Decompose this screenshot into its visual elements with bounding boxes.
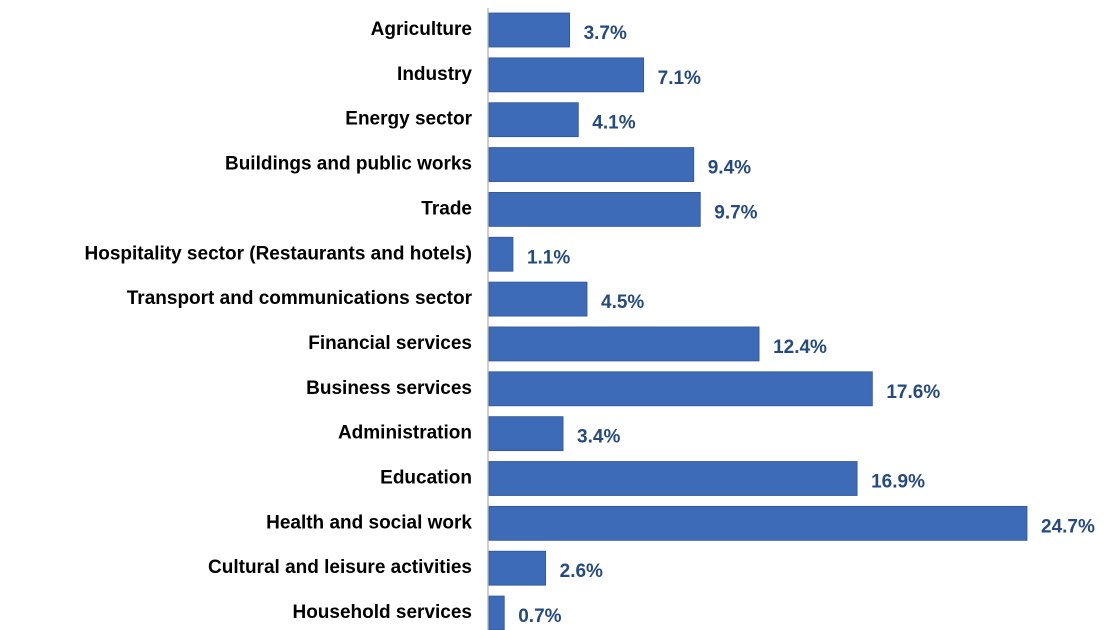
category-label: Financial services xyxy=(308,333,472,354)
category-label: Energy sector xyxy=(345,109,472,130)
category-label: Trade xyxy=(421,198,472,219)
bar xyxy=(488,281,588,317)
value-label: 3.7% xyxy=(584,23,627,44)
value-label: 3.4% xyxy=(577,427,620,448)
value-label: 1.1% xyxy=(527,247,570,268)
value-label: 17.6% xyxy=(886,382,940,403)
bar xyxy=(488,505,1028,541)
category-label: Education xyxy=(380,468,472,489)
value-label: 9.7% xyxy=(714,202,757,223)
bar xyxy=(488,326,760,362)
bar xyxy=(488,57,645,93)
category-label: Agriculture xyxy=(371,19,472,40)
value-label: 12.4% xyxy=(773,337,827,358)
value-label: 24.7% xyxy=(1041,516,1095,537)
value-label: 7.1% xyxy=(658,68,701,89)
value-label: 16.9% xyxy=(871,472,925,493)
value-label: 2.6% xyxy=(560,561,603,582)
value-label: 9.4% xyxy=(708,158,751,179)
category-label: Buildings and public works xyxy=(225,154,472,175)
bar xyxy=(488,595,505,630)
category-label: Administration xyxy=(338,423,472,444)
bar xyxy=(488,236,514,272)
bar xyxy=(488,371,873,407)
bar xyxy=(488,191,701,227)
category-label: Household services xyxy=(292,602,472,623)
bar xyxy=(488,416,564,452)
bar xyxy=(488,102,579,138)
bar xyxy=(488,550,547,586)
category-label: Business services xyxy=(306,378,472,399)
value-label: 4.5% xyxy=(601,292,644,313)
category-label: Cultural and leisure activities xyxy=(208,557,472,578)
bar xyxy=(488,461,858,496)
category-label: Transport and communications sector xyxy=(127,288,473,309)
value-label: 0.7% xyxy=(518,606,561,627)
category-label: Hospitality sector (Restaurants and hote… xyxy=(85,243,472,264)
category-label: Industry xyxy=(397,64,472,85)
bar xyxy=(488,147,695,182)
bar xyxy=(488,12,570,48)
value-label: 4.1% xyxy=(592,113,635,134)
category-label: Health and social work xyxy=(266,512,472,533)
